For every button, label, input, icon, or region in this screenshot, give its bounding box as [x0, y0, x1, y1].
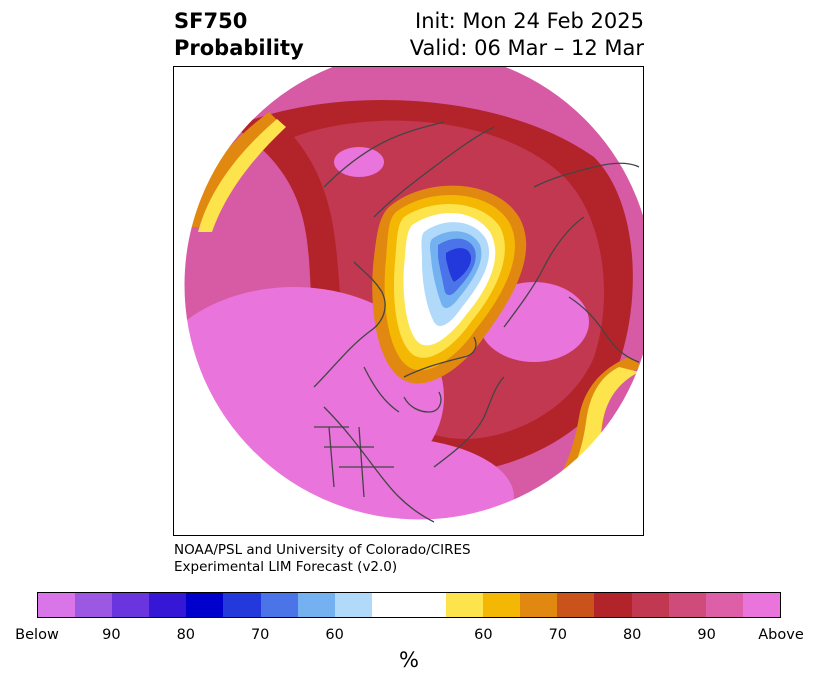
coastline	[373, 126, 495, 218]
probability-contour	[198, 119, 286, 232]
colorbar-segment	[334, 593, 372, 617]
colorbar-tick-label: 90	[697, 627, 716, 643]
coastline	[314, 426, 394, 498]
colorbar-segment	[186, 593, 224, 617]
map-panel	[173, 66, 644, 536]
colorbar-segment	[38, 593, 76, 617]
probability-contour	[254, 437, 514, 520]
coastline	[533, 162, 640, 188]
colorbar-segment	[446, 593, 484, 617]
forecast-dates: Init: Mon 24 Feb 2025 Valid: 06 Mar – 12…	[410, 8, 644, 62]
colorbar-segment	[668, 593, 706, 617]
coastline	[363, 366, 400, 413]
colorbar-unit-label: %	[399, 648, 419, 672]
map-title: SF750 Probability	[174, 8, 304, 62]
variable-subtitle: Probability	[174, 36, 304, 60]
coastline	[403, 336, 477, 378]
probability-contour	[446, 248, 472, 282]
colorbar-segment	[594, 593, 632, 617]
colorbar-segment	[112, 593, 150, 617]
colorbar-segment	[149, 593, 187, 617]
credit-text: NOAA/PSL and University of Colorado/CIRE…	[174, 542, 471, 576]
coastline	[323, 121, 445, 188]
probability-field	[184, 67, 643, 520]
coastline	[313, 261, 386, 388]
coastline	[403, 391, 442, 413]
colorbar-tick-label: 60	[474, 627, 493, 643]
colorbar-segment	[371, 593, 409, 617]
colorbar-segment	[483, 593, 521, 617]
coastline	[433, 376, 505, 468]
map-boundary	[183, 67, 643, 521]
colorbar-segment	[742, 593, 780, 617]
colorbar	[37, 592, 781, 618]
colorbar-tick-label: 60	[325, 627, 344, 643]
colorbar-segment	[408, 593, 447, 617]
colorbar-segment	[520, 593, 558, 617]
colorbar-tick-label: 70	[548, 627, 568, 643]
colorbar-segment	[705, 593, 743, 617]
colorbar-tick-label: 90	[102, 627, 121, 643]
variable-name: SF750	[174, 9, 248, 33]
probability-contour	[334, 147, 384, 177]
colorbar-segment	[260, 593, 298, 617]
colorbar-segment	[631, 593, 669, 617]
polar-map	[183, 67, 643, 523]
colorbar-segment	[297, 593, 335, 617]
colorbar-segment	[75, 593, 113, 617]
colorbar-tick-label: 70	[250, 627, 270, 643]
init-date: Init: Mon 24 Feb 2025	[415, 9, 644, 33]
credit-line-2: Experimental LIM Forecast (v2.0)	[174, 559, 398, 575]
colorbar-tick-label: 80	[176, 627, 196, 643]
colorbar-tick-label: Above	[758, 627, 804, 643]
colorbar-segment	[223, 593, 261, 617]
coastlines	[313, 121, 640, 523]
valid-range: Valid: 06 Mar – 12 Mar	[409, 36, 644, 60]
credit-line-1: NOAA/PSL and University of Colorado/CIRE…	[174, 542, 471, 558]
coastline	[568, 296, 640, 363]
colorbar-tick-label: 80	[622, 627, 642, 643]
colorbar-segment	[557, 593, 595, 617]
coastline	[503, 216, 585, 328]
colorbar-tick-label: Below	[15, 627, 59, 643]
